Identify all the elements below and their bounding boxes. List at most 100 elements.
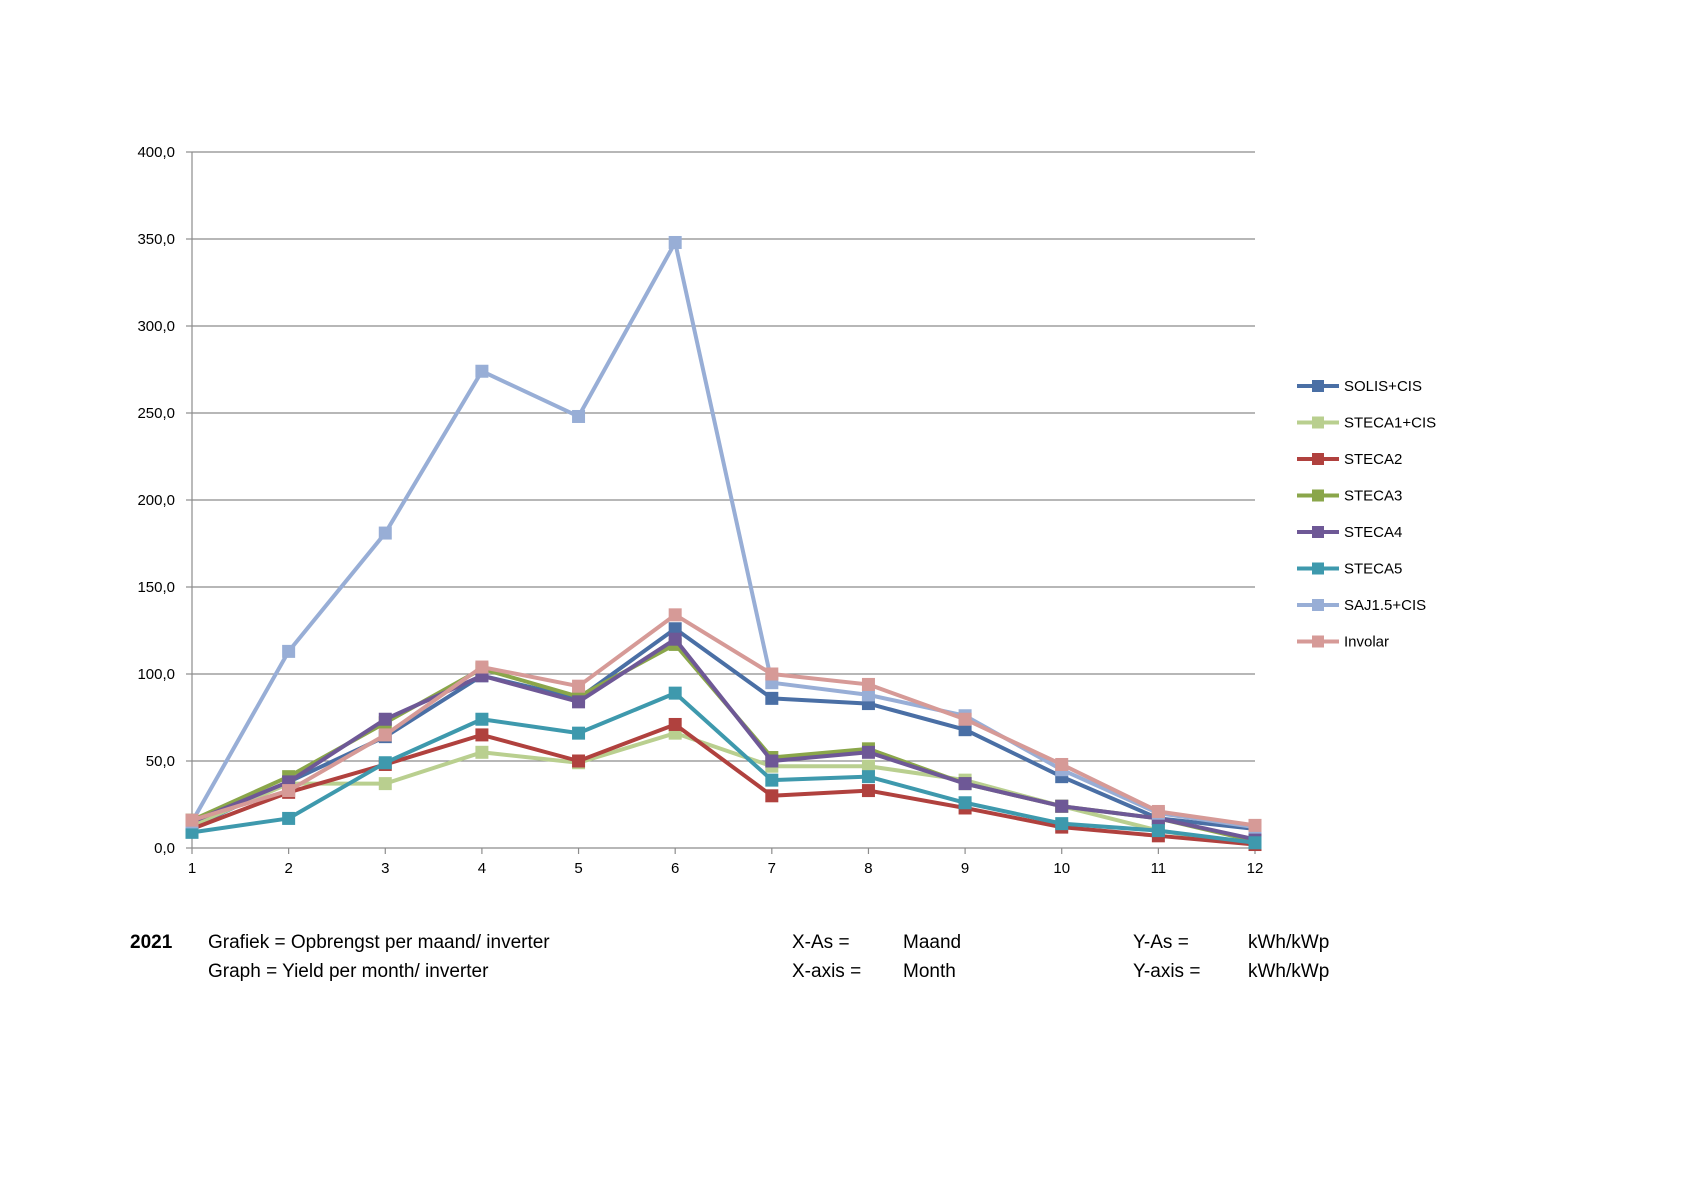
legend-item: STECA5 xyxy=(1297,561,1402,578)
legend-item: STECA3 xyxy=(1297,488,1402,505)
legend-item: SOLIS+CIS xyxy=(1297,378,1422,395)
legend-item: Involar xyxy=(1297,634,1389,651)
data-point xyxy=(572,695,586,709)
data-point xyxy=(572,726,586,740)
legend-item: SAJ1.5+CIS xyxy=(1297,597,1426,614)
data-point xyxy=(572,409,586,423)
legend-item: STECA4 xyxy=(1297,524,1402,541)
x-tick-label: 4 xyxy=(478,860,486,877)
data-point xyxy=(668,622,682,636)
legend-label: STECA5 xyxy=(1344,561,1402,578)
y-tick-label: 0,0 xyxy=(154,840,175,857)
data-point xyxy=(668,235,682,249)
y-tick-label: 100,0 xyxy=(137,666,175,683)
data-point xyxy=(861,784,875,798)
series-line xyxy=(191,612,1256,828)
data-point xyxy=(861,759,875,773)
data-point xyxy=(1151,804,1165,818)
data-point xyxy=(861,677,875,691)
legend-marker xyxy=(1312,416,1324,429)
data-point xyxy=(668,717,682,731)
data-point xyxy=(1055,817,1069,831)
legend-marker xyxy=(1312,380,1324,392)
data-point xyxy=(378,712,392,726)
y-tick-label: 200,0 xyxy=(137,492,175,509)
legend-label: SAJ1.5+CIS xyxy=(1344,597,1426,614)
legend-item: STECA1+CIS xyxy=(1297,415,1436,432)
caption-yaxis-en-label: Y-axis = xyxy=(1133,961,1201,982)
y-tick-label: 250,0 xyxy=(137,405,175,422)
axes xyxy=(186,151,1256,854)
legend-marker xyxy=(1312,453,1324,465)
caption-xaxis-en-value: Month xyxy=(903,961,956,982)
x-tick-label: 9 xyxy=(961,860,969,877)
data-point xyxy=(1055,799,1069,813)
data-point xyxy=(475,712,489,726)
caption-title-nl: Grafiek = Opbrengst per maand/ inverter xyxy=(208,932,550,953)
caption-yaxis-en-value: kWh/kWp xyxy=(1248,961,1330,982)
legend-label: Involar xyxy=(1344,634,1389,651)
data-point xyxy=(572,754,586,768)
series-lines xyxy=(185,235,1262,852)
series-line xyxy=(191,731,1256,847)
legend-marker xyxy=(1312,599,1324,611)
x-tick-label: 12 xyxy=(1247,860,1264,877)
data-point xyxy=(378,526,392,540)
data-point xyxy=(282,644,296,658)
x-tick-label: 11 xyxy=(1151,860,1167,877)
data-point xyxy=(572,679,586,693)
series-line xyxy=(191,691,1256,845)
data-point xyxy=(282,811,296,825)
gridlines xyxy=(192,151,1255,762)
legend-label: SOLIS+CIS xyxy=(1344,378,1422,395)
data-point xyxy=(1248,836,1262,850)
data-point xyxy=(668,608,682,622)
data-point xyxy=(958,777,972,791)
x-tick-label: 1 xyxy=(188,860,196,877)
legend-marker xyxy=(1312,489,1324,502)
x-tick-label: 10 xyxy=(1053,860,1070,877)
x-tick-label: 2 xyxy=(284,860,292,877)
series-line xyxy=(191,722,1256,847)
data-point xyxy=(475,745,489,759)
legend-marker xyxy=(1312,526,1324,538)
data-point xyxy=(861,770,875,784)
legend-label: STECA4 xyxy=(1344,524,1402,541)
y-tick-labels: 0,0 50,0 100,0 150,0 200,0 250,0 300,0 350,0 400… xyxy=(137,144,175,857)
series-line xyxy=(191,637,1256,842)
data-point xyxy=(378,728,392,742)
series-line xyxy=(190,240,1256,830)
data-point xyxy=(765,667,779,681)
data-point xyxy=(765,691,779,705)
data-point xyxy=(861,745,875,759)
caption-yaxis-nl-label: Y-As = xyxy=(1133,932,1189,953)
caption-title-en: Graph = Yield per month/ inverter xyxy=(208,961,489,982)
series-solis-cis xyxy=(185,622,1262,836)
legend-label: STECA3 xyxy=(1344,488,1402,505)
y-tick-label: 350,0 xyxy=(137,231,175,248)
y-tick-label: 50,0 xyxy=(146,753,175,770)
data-point xyxy=(765,773,779,787)
caption-yaxis-nl-value: kWh/kWp xyxy=(1248,932,1330,953)
series-involar xyxy=(185,608,1262,832)
data-point xyxy=(668,632,682,646)
y-tick-label: 400,0 xyxy=(137,144,175,161)
legend-item: STECA2 xyxy=(1297,451,1402,468)
data-point xyxy=(1151,824,1165,838)
legend-label: STECA1+CIS xyxy=(1344,415,1436,432)
x-tick-label: 7 xyxy=(768,860,776,877)
caption-xaxis-nl-label: X-As = xyxy=(792,932,850,953)
data-point xyxy=(861,688,875,702)
data-point xyxy=(282,784,296,798)
data-point xyxy=(1055,757,1069,771)
data-point xyxy=(958,796,972,810)
data-point xyxy=(1248,818,1262,832)
data-point xyxy=(185,825,199,839)
data-point xyxy=(958,712,972,726)
x-tick-label: 5 xyxy=(574,860,582,877)
legend-marker xyxy=(1312,635,1324,648)
series-line xyxy=(191,626,1256,831)
caption-year: 2021 xyxy=(130,932,173,953)
x-tick-label: 3 xyxy=(381,860,389,877)
data-point xyxy=(475,364,489,378)
